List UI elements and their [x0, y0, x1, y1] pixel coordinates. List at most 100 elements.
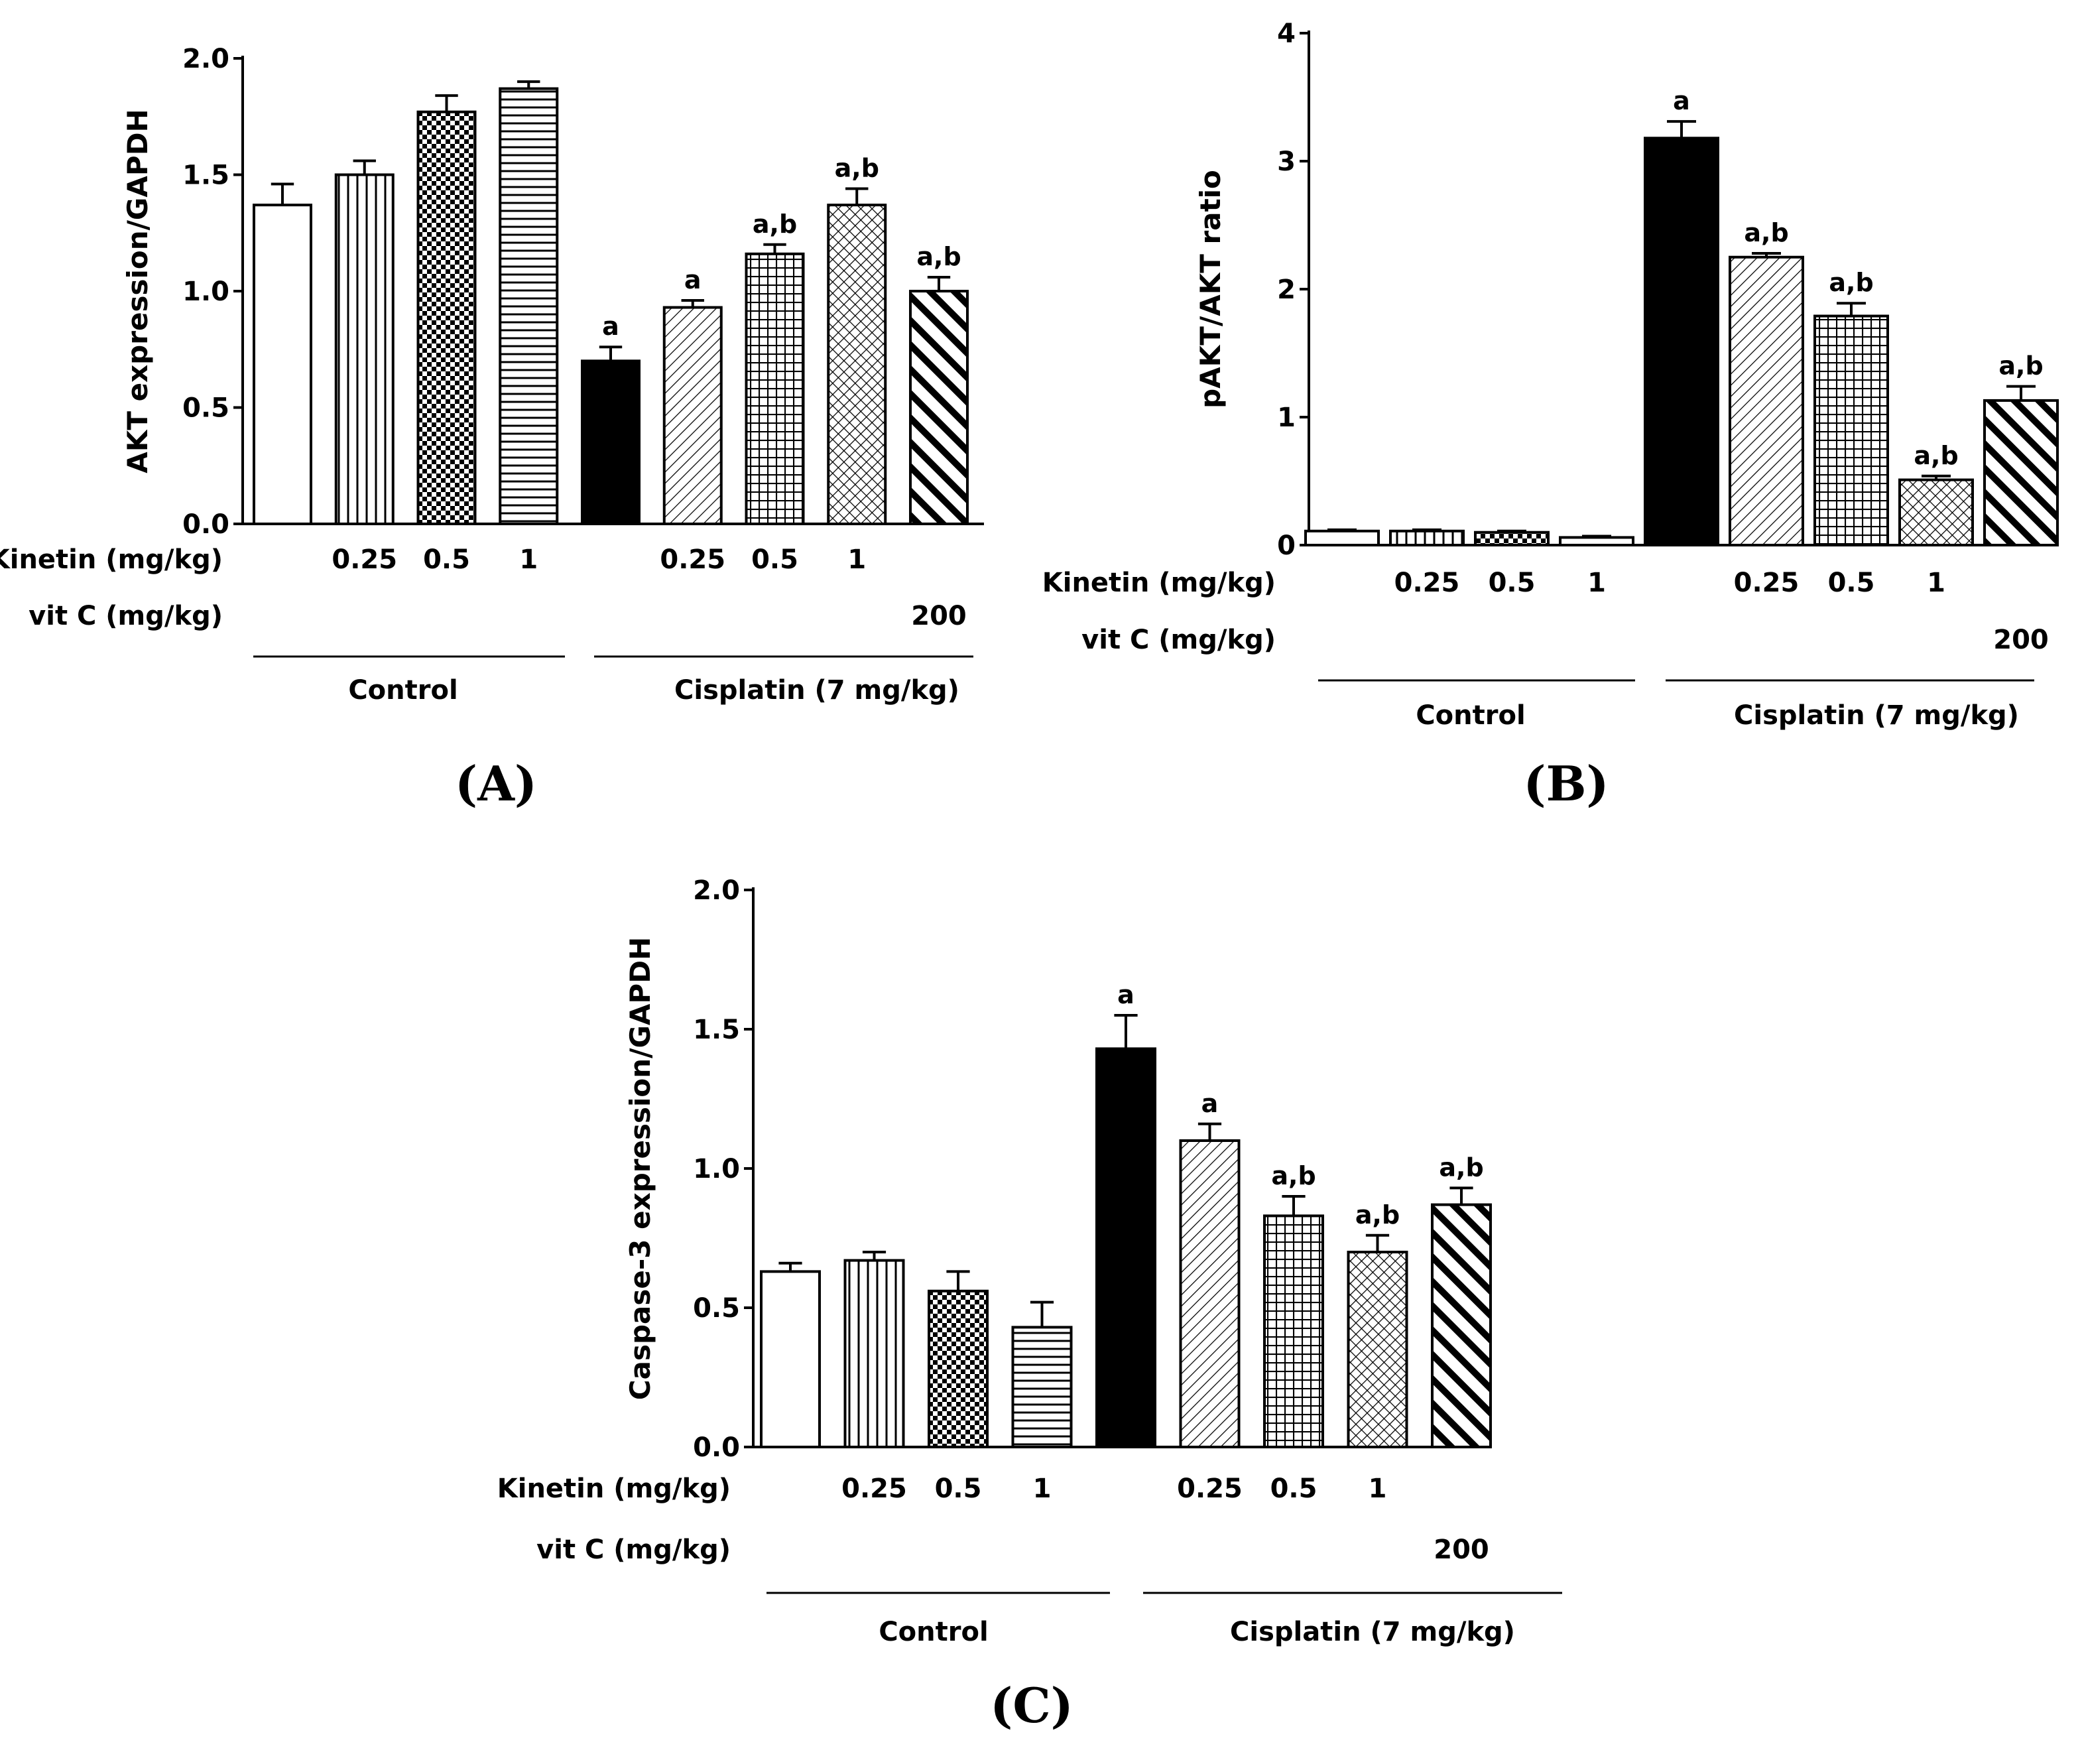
bar	[1474, 531, 1550, 547]
kinetin-dose: 0.25	[332, 544, 397, 575]
bar	[1729, 255, 1804, 546]
panel-letter: (A)	[455, 755, 537, 812]
bar	[1263, 1214, 1324, 1449]
bar	[1179, 1139, 1241, 1448]
bar	[760, 1270, 821, 1449]
vitc-dose: 200	[1993, 625, 2049, 655]
kinetin-row-label: Kinetin (mg/kg)	[1042, 568, 1276, 598]
bar	[1431, 1203, 1492, 1448]
chart-panel-3: 0.0 0.5 1.0 1.5 2.0 Caspase-3 expression/GAPD…	[497, 875, 1562, 1733]
bar	[1389, 529, 1465, 547]
y-axis-title: pAKT/AKT ratio	[1194, 170, 1227, 409]
kinetin-dose: 0.5	[1270, 1474, 1317, 1504]
y-axis-title: AKT expression/GAPDH	[121, 109, 154, 473]
cisplatin-group-label: Cisplatin (7 mg/kg)	[1734, 700, 2019, 731]
vitc-row-label: vit C (mg/kg)	[1081, 625, 1276, 655]
vitc-row-label: vit C (mg/kg)	[536, 1535, 731, 1565]
y-tick-label: 0	[1277, 531, 1296, 561]
bar	[334, 173, 395, 525]
y-tick-label: 1.5	[693, 1015, 740, 1045]
significance-label: a,b	[1439, 1153, 1483, 1182]
bar	[1559, 536, 1634, 546]
vitc-dose: 200	[911, 601, 967, 631]
bar	[745, 252, 805, 525]
significance-label: a	[1673, 86, 1690, 115]
y-tick-label: 1.0	[182, 277, 229, 307]
kinetin-dose: 0.25	[660, 544, 725, 575]
y-tick-label: 0.5	[182, 393, 229, 424]
kinetin-dose: 1	[847, 544, 866, 575]
y-axis-title: Caspase-3 expression/GAPDH	[624, 937, 656, 1400]
control-group-label: Control	[348, 675, 458, 706]
bar	[1095, 1047, 1156, 1448]
kinetin-dose: 0.25	[1734, 568, 1800, 598]
significance-label: a,b	[1914, 441, 1958, 470]
y-tick-label: 1	[1277, 403, 1296, 433]
kinetin-dose: 0.25	[841, 1474, 907, 1504]
bar	[581, 359, 641, 525]
kinetin-dose: 1	[1927, 568, 1945, 598]
bar	[253, 204, 312, 525]
kinetin-dose: 0.5	[1489, 568, 1536, 598]
y-tick-label: 3	[1277, 147, 1296, 177]
y-tick-label: 4	[1277, 19, 1296, 49]
significance-label: a,b	[1744, 218, 1788, 247]
y-tick-label: 2.0	[693, 875, 740, 906]
significance-label: a,b	[1829, 268, 1873, 297]
bar	[1304, 529, 1380, 547]
kinetin-dose: 1	[1369, 1474, 1387, 1504]
significance-label: a	[1117, 980, 1134, 1009]
kinetin-dose: 0.25	[1394, 568, 1460, 598]
y-tick-label: 1.0	[693, 1154, 740, 1184]
y-tick-label: 0.0	[182, 509, 229, 540]
kinetin-dose: 1	[1033, 1474, 1052, 1504]
bar	[1983, 399, 2059, 546]
panel-letter: (B)	[1524, 755, 1609, 812]
bar	[1898, 478, 1974, 547]
significance-label: a,b	[753, 210, 797, 239]
bar	[1011, 1326, 1073, 1449]
bar	[1644, 137, 1719, 546]
significance-label: a,b	[1355, 1200, 1400, 1229]
kinetin-row-label: Kinetin (mg/kg)	[497, 1474, 731, 1504]
kinetin-dose: 0.5	[423, 544, 470, 575]
kinetin-dose: 0.5	[751, 544, 798, 575]
chart-panel-2: 0 1 2 3 4 pAKT/AKT ratio 0.25 0.5 1 a a,b 0.25 a,b 0.…	[1042, 19, 2059, 812]
significance-label: a	[1201, 1089, 1219, 1118]
control-group-label: Control	[879, 1617, 988, 1647]
significance-label: a,b	[835, 154, 879, 183]
kinetin-dose: 1	[1587, 568, 1606, 598]
kinetin-dose: 0.5	[935, 1474, 982, 1504]
y-tick-label: 0.5	[693, 1293, 740, 1324]
bar	[909, 290, 969, 525]
bar	[1813, 314, 1889, 546]
cisplatin-group-label: Cisplatin (7 mg/kg)	[1230, 1617, 1515, 1647]
bar	[827, 204, 887, 525]
chart-panel-1: 0.0 0.5 1.0 1.5 2.0 AKT expression/GAPDH 0.25 0…	[0, 44, 984, 812]
cisplatin-group-label: Cisplatin (7 mg/kg)	[674, 675, 959, 706]
vitc-dose: 200	[1434, 1535, 1489, 1565]
bar	[1347, 1251, 1408, 1448]
y-tick-label: 1.5	[182, 160, 229, 191]
significance-label: a,b	[1271, 1161, 1316, 1190]
significance-label: a,b	[1998, 351, 2043, 381]
control-group-label: Control	[1416, 700, 1525, 731]
y-tick-label: 2.0	[182, 44, 229, 74]
kinetin-row-label: Kinetin (mg/kg)	[0, 544, 223, 575]
vitc-row-label: vit C (mg/kg)	[29, 601, 223, 631]
kinetin-dose: 0.25	[1177, 1474, 1243, 1504]
bar	[662, 306, 723, 525]
bar	[843, 1259, 905, 1448]
y-tick-label: 2	[1277, 275, 1296, 305]
bar	[928, 1289, 989, 1449]
significance-label: a,b	[916, 242, 961, 271]
y-tick-label: 0.0	[693, 1432, 740, 1463]
significance-label: a	[602, 312, 619, 341]
bar	[499, 87, 559, 525]
kinetin-dose: 1	[519, 544, 538, 575]
significance-label: a	[684, 265, 702, 294]
panel-letter: (C)	[990, 1677, 1073, 1733]
kinetin-dose: 0.5	[1828, 568, 1875, 598]
bar	[416, 110, 477, 526]
